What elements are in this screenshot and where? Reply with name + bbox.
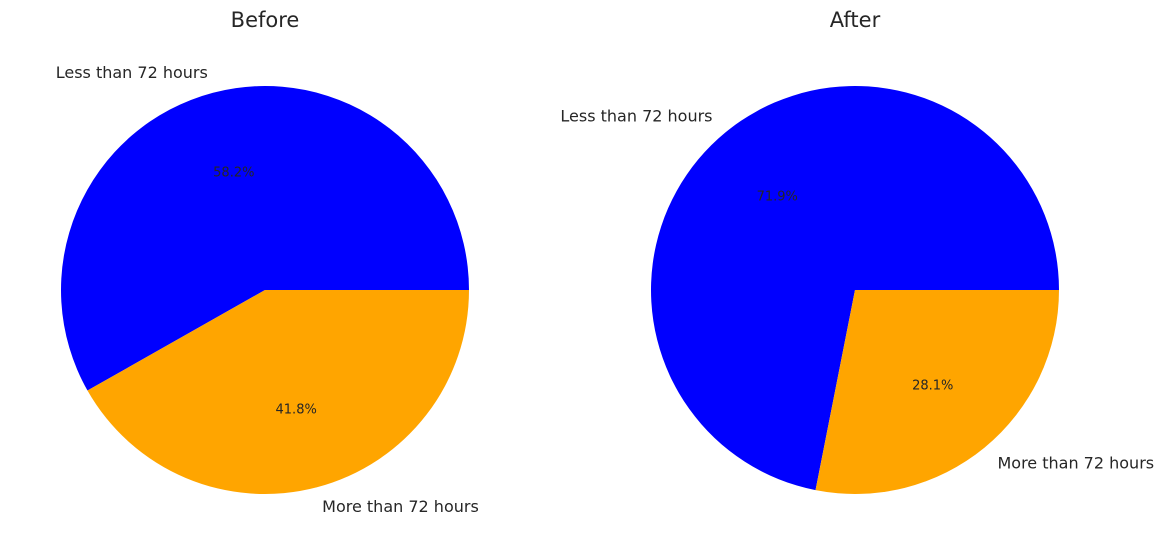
pct-label-before-1: 41.8% <box>276 402 317 417</box>
pie-slice-before-1 <box>87 290 469 494</box>
slice-label-after-1: More than 72 hours <box>997 453 1154 472</box>
pie-title-after: After <box>830 8 881 32</box>
pie-title-before: Before <box>231 8 300 32</box>
slice-label-before-1: More than 72 hours <box>322 497 479 516</box>
pie-slice-after-1 <box>815 290 1059 495</box>
pie-slice-after-0 <box>651 86 1059 491</box>
pie-slice-before-0 <box>60 85 470 391</box>
pct-label-before-0: 58.2% <box>213 166 254 181</box>
pct-label-after-0: 71.9% <box>757 189 798 204</box>
pie-chart-after: After Less than 72 hours 71.9% More than 7… <box>560 8 1154 495</box>
slice-label-before-0: Less than 72 hours <box>56 63 208 82</box>
pct-label-after-1: 28.1% <box>912 379 953 394</box>
slice-label-after-0: Less than 72 hours <box>560 107 712 126</box>
pie-chart-before: Before Less than 72 hours 58.2% More than … <box>56 8 479 516</box>
